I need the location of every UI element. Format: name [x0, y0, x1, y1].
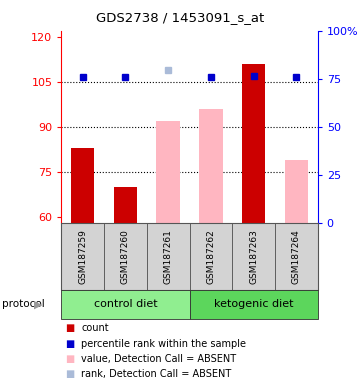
- Bar: [284, 160, 308, 223]
- Text: GSM187260: GSM187260: [121, 229, 130, 284]
- Text: GSM187262: GSM187262: [206, 229, 216, 284]
- Bar: [199, 109, 223, 223]
- Text: rank, Detection Call = ABSENT: rank, Detection Call = ABSENT: [81, 369, 231, 379]
- Text: ■: ■: [65, 323, 74, 333]
- FancyBboxPatch shape: [104, 223, 147, 290]
- Text: GSM187259: GSM187259: [78, 229, 87, 284]
- Text: ■: ■: [65, 354, 74, 364]
- Text: ■: ■: [65, 369, 74, 379]
- FancyBboxPatch shape: [190, 223, 232, 290]
- FancyBboxPatch shape: [190, 290, 318, 319]
- Bar: [156, 121, 180, 223]
- FancyBboxPatch shape: [61, 223, 104, 290]
- FancyBboxPatch shape: [147, 223, 190, 290]
- Text: protocol: protocol: [2, 299, 44, 310]
- Text: ▶: ▶: [34, 299, 42, 310]
- Bar: [114, 187, 137, 223]
- Text: GDS2738 / 1453091_s_at: GDS2738 / 1453091_s_at: [96, 12, 265, 25]
- FancyBboxPatch shape: [275, 223, 318, 290]
- Text: control diet: control diet: [93, 299, 157, 310]
- Bar: [71, 148, 95, 223]
- FancyBboxPatch shape: [232, 223, 275, 290]
- Bar: [242, 64, 265, 223]
- Text: count: count: [81, 323, 109, 333]
- Text: GSM187261: GSM187261: [164, 229, 173, 284]
- Text: GSM187264: GSM187264: [292, 229, 301, 284]
- Text: GSM187263: GSM187263: [249, 229, 258, 284]
- FancyBboxPatch shape: [61, 290, 190, 319]
- Text: ■: ■: [65, 339, 74, 349]
- Text: ketogenic diet: ketogenic diet: [214, 299, 293, 310]
- Text: percentile rank within the sample: percentile rank within the sample: [81, 339, 246, 349]
- Text: value, Detection Call = ABSENT: value, Detection Call = ABSENT: [81, 354, 236, 364]
